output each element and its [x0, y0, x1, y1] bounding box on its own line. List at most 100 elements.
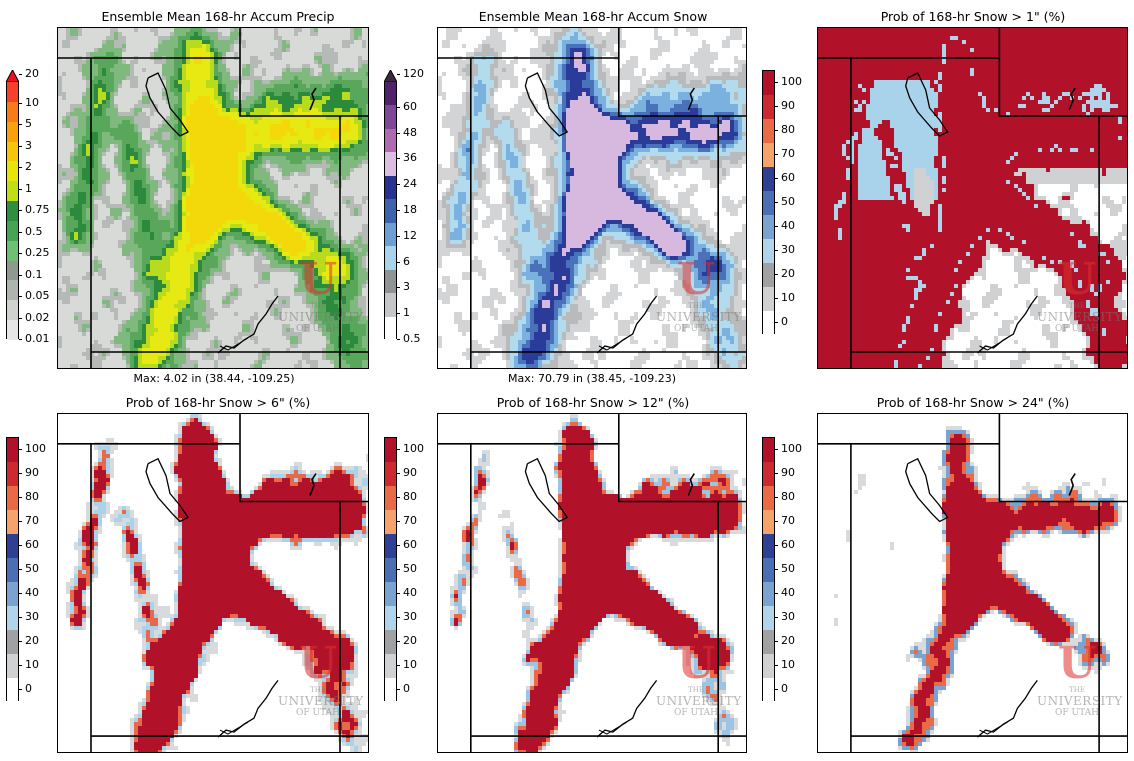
colorbar-mean-precip — [6, 70, 19, 341]
watermark-line3: OF UTAH — [656, 324, 736, 334]
colorbar-segment — [763, 654, 774, 679]
colorbar-tick-label: 20 — [403, 635, 417, 647]
colorbar-tick-mark — [397, 106, 400, 108]
colorbar-tick-label: 3 — [25, 139, 32, 152]
max-label-mean-snow: Max: 70.79 in (38.45, -109.23) — [437, 372, 747, 385]
colorbar-segment — [385, 293, 396, 318]
watermark-line3: OF UTAH — [656, 708, 736, 718]
colorbar-tick-label: 0.25 — [25, 247, 50, 259]
colorbar-tick-mark — [19, 188, 22, 190]
map-mean-precip: U THE UNIVERSITY OF UTAH — [57, 27, 369, 369]
colorbar-tick-mark — [397, 449, 400, 450]
colorbar-tick-label: 20 — [781, 635, 795, 647]
utah-u-logo-icon: U — [656, 258, 736, 302]
colorbar-segment — [763, 462, 774, 487]
watermark-line1: THE — [278, 302, 358, 310]
colorbar-tick-label: 0.02 — [25, 311, 50, 324]
colorbar-segment — [7, 462, 18, 487]
colorbar-segment — [763, 606, 774, 631]
watermark-line3: OF UTAH — [278, 324, 358, 334]
colorbar-tick-mark — [775, 130, 778, 131]
colorbar-segment — [385, 175, 396, 200]
colorbar-tick-label: 3 — [403, 281, 410, 293]
colorbar-mean-snow — [384, 70, 397, 341]
colorbar-segment — [385, 582, 396, 607]
colorbar-segment — [385, 246, 396, 271]
colorbar-tick-label: 2 — [25, 161, 32, 173]
colorbar-segment — [385, 316, 396, 341]
colorbar-tick-mark — [397, 74, 400, 75]
university-of-utah-watermark: U THE UNIVERSITY OF UTAH — [278, 258, 363, 335]
colorbar-segment — [385, 199, 396, 224]
colorbar-tick-mark — [775, 154, 778, 155]
colorbar-tick-label: 0.75 — [25, 204, 50, 216]
colorbar-tick-label: 0.5 — [403, 333, 421, 345]
panel-title-mean-precip: Ensemble Mean 168-hr Accum Precip — [58, 9, 378, 24]
watermark-line2: UNIVERSITY — [1037, 694, 1122, 708]
colorbar-tick-mark — [775, 617, 778, 618]
watermark-line2: UNIVERSITY — [278, 694, 363, 708]
map-field-mean-snow — [438, 28, 746, 368]
colorbar-tick-mark — [19, 545, 22, 546]
colorbar-tick-label: 60 — [25, 539, 39, 551]
colorbar-tick-label: 70 — [781, 148, 795, 160]
colorbar-tick-label: 20 — [25, 68, 39, 80]
colorbar-segment — [7, 161, 18, 182]
colorbar-segment — [385, 606, 396, 631]
colorbar-segment — [385, 128, 396, 153]
colorbar-tick-label: 0 — [781, 316, 788, 328]
colorbar-tick-label: 60 — [403, 100, 417, 113]
colorbar-tick-mark — [775, 106, 778, 107]
colorbar-tick-mark — [19, 593, 22, 594]
watermark-line2: UNIVERSITY — [278, 310, 363, 324]
colorbar-tick-mark — [775, 250, 778, 251]
colorbar-tick-label: 90 — [781, 467, 795, 479]
colorbar-tick-mark — [775, 641, 778, 642]
colorbar-tick-mark — [397, 158, 400, 160]
colorbar-tick-label: 10 — [403, 659, 417, 671]
colorbar-tick-mark — [19, 274, 22, 276]
colorbar-tick-mark — [775, 274, 778, 275]
colorbar-tick-mark — [19, 210, 22, 211]
utah-u-logo-icon: U — [1037, 258, 1117, 302]
colorbar-segment — [763, 239, 774, 264]
utah-u-logo-icon: U — [1037, 642, 1117, 686]
colorbar-tick-mark — [775, 449, 778, 450]
colorbar-tick-mark — [19, 449, 22, 450]
colorbar-tick-mark — [397, 641, 400, 642]
colorbar-tick-mark — [19, 641, 22, 642]
colorbar-tick-mark — [775, 298, 778, 299]
colorbar-tick-label: 70 — [25, 515, 39, 527]
colorbar-tick-label: 0.01 — [25, 333, 50, 345]
colorbar-tick-mark — [19, 339, 22, 340]
colorbar-tick-label: 18 — [403, 204, 417, 216]
panel-title-mean-snow: Ensemble Mean 168-hr Accum Snow — [438, 9, 748, 24]
colorbar-segment — [763, 215, 774, 240]
colorbar-tick-mark — [19, 617, 22, 618]
colorbar-tick-mark — [775, 593, 778, 594]
colorbar-tick-mark — [19, 689, 22, 690]
colorbar-tick-mark — [397, 184, 400, 186]
colorbar-segment — [763, 486, 774, 511]
colorbar-tick-mark — [397, 617, 400, 618]
watermark-line2: UNIVERSITY — [1037, 310, 1122, 324]
university-of-utah-watermark: U THE UNIVERSITY OF UTAH — [1037, 642, 1122, 719]
colorbar-segment — [763, 263, 774, 288]
max-label-mean-precip: Max: 4.02 in (38.44, -109.25) — [58, 372, 370, 385]
colorbar-prob-24 — [762, 437, 775, 703]
colorbar-tick-mark — [19, 102, 22, 104]
university-of-utah-watermark: U THE UNIVERSITY OF UTAH — [278, 642, 363, 719]
colorbar-segment — [7, 280, 18, 301]
colorbar-tick-label: 50 — [781, 563, 795, 575]
colorbar-extend-arrow — [6, 70, 19, 82]
university-of-utah-watermark: U THE UNIVERSITY OF UTAH — [656, 642, 741, 719]
colorbar-tick-mark — [775, 178, 778, 179]
colorbar-segment — [763, 143, 774, 168]
colorbar-tick-mark — [19, 497, 22, 498]
watermark-line1: THE — [278, 686, 358, 694]
colorbar-segment — [7, 534, 18, 559]
watermark-line2: UNIVERSITY — [656, 694, 741, 708]
colorbar-tick-label: 50 — [25, 563, 39, 575]
colorbar-segment — [7, 558, 18, 583]
colorbar-tick-label: 30 — [403, 611, 417, 623]
